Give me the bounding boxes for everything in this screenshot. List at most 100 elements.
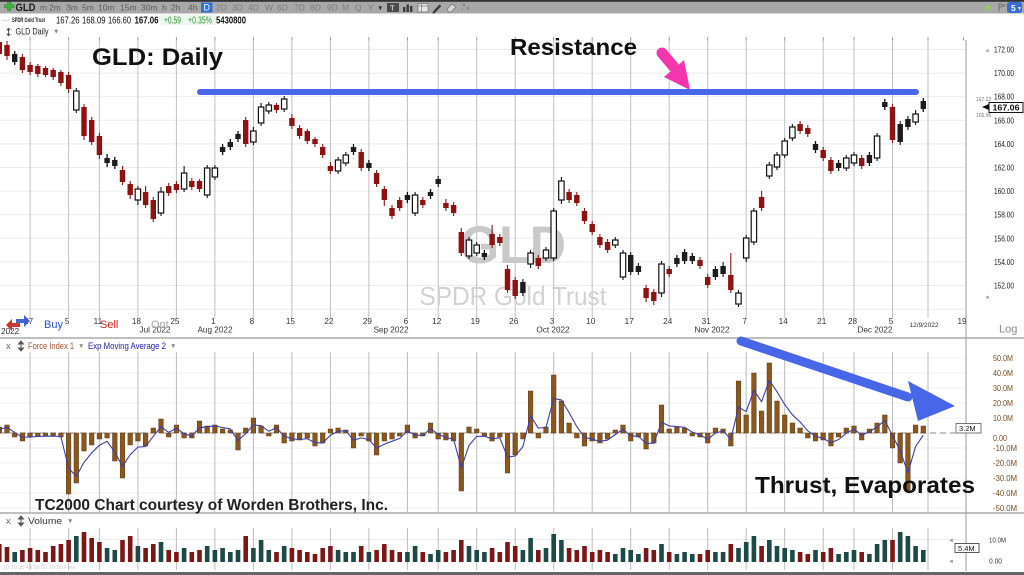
svg-text:...: ... <box>3 14 10 23</box>
svg-text:160.00: 160.00 <box>994 186 1014 196</box>
svg-text:▼: ▼ <box>78 343 84 350</box>
svg-text:154.00: 154.00 <box>994 257 1014 267</box>
svg-text:166.00: 166.00 <box>994 115 1014 125</box>
svg-text:29: 29 <box>363 317 373 326</box>
svg-text:10.0M: 10.0M <box>993 414 1013 423</box>
svg-text:★: ★ <box>983 3 993 15</box>
svg-text:+0.59: +0.59 <box>164 16 181 27</box>
svg-text:3m: 3m <box>66 3 78 13</box>
svg-text:TC2000 Chart courtesy of Worde: TC2000 Chart courtesy of Worden Brothers… <box>35 497 388 514</box>
svg-text:15m: 15m <box>120 3 137 13</box>
svg-text:20.0M: 20.0M <box>993 399 1013 408</box>
svg-text:Dec 2022: Dec 2022 <box>857 326 892 335</box>
svg-text:M: M <box>342 3 349 13</box>
svg-text:166.60: 166.60 <box>108 16 131 27</box>
svg-text:◄: ◄ <box>984 295 990 301</box>
svg-text:172.00: 172.00 <box>994 45 1014 55</box>
svg-text:D: D <box>203 3 210 13</box>
svg-text:◄: ◄ <box>984 49 990 55</box>
svg-text:24: 24 <box>663 317 673 326</box>
svg-text:31: 31 <box>702 317 712 326</box>
svg-text:Q: Q <box>355 3 362 13</box>
svg-text:GLD: Daily: GLD: Daily <box>92 44 224 71</box>
svg-text:50.0M: 50.0M <box>993 354 1013 363</box>
svg-text:12: 12 <box>432 317 442 326</box>
svg-text:14: 14 <box>779 317 789 326</box>
svg-text:3: 3 <box>550 317 555 326</box>
svg-text:167.26: 167.26 <box>56 16 80 27</box>
svg-text:Nov 2022: Nov 2022 <box>694 326 729 335</box>
svg-text:167.06: 167.06 <box>993 103 1020 113</box>
svg-text:2m: 2m <box>49 3 61 13</box>
svg-text:W: W <box>265 3 273 13</box>
svg-text:Exp Moving Average 2: Exp Moving Average 2 <box>88 341 166 351</box>
svg-text:167.22: 167.22 <box>976 97 992 103</box>
svg-text:Jul 2022: Jul 2022 <box>140 326 171 335</box>
svg-text:21: 21 <box>817 317 827 326</box>
svg-text:164.00: 164.00 <box>994 139 1014 149</box>
svg-text:22: 22 <box>324 317 334 326</box>
svg-text:40.0M: 40.0M <box>993 369 1013 378</box>
svg-text:2h: 2h <box>171 3 181 13</box>
svg-text:168.09: 168.09 <box>82 16 106 27</box>
svg-text:8: 8 <box>250 317 255 326</box>
svg-text:GLD: GLD <box>16 2 36 14</box>
svg-text:26: 26 <box>509 317 519 326</box>
svg-text:Thrust, Evaporates: Thrust, Evaporates <box>755 472 975 498</box>
svg-text:30m: 30m <box>141 3 158 13</box>
svg-text:3.2M: 3.2M <box>959 424 976 433</box>
svg-text:3D: 3D <box>232 3 243 13</box>
svg-text:17: 17 <box>625 317 635 326</box>
svg-text:8D: 8D <box>310 3 321 13</box>
svg-text:Buy: Buy <box>44 319 63 331</box>
svg-text:5: 5 <box>65 317 70 326</box>
svg-text:5430800: 5430800 <box>216 16 246 27</box>
svg-text:4D: 4D <box>248 3 259 13</box>
svg-text:Sep 2022: Sep 2022 <box>373 326 409 335</box>
svg-text:25: 25 <box>170 317 180 326</box>
svg-text:10.0M: 10.0M <box>989 538 1006 545</box>
svg-text:Aug 2022: Aug 2022 <box>197 326 233 335</box>
svg-text:2D: 2D <box>216 3 227 13</box>
svg-text:167.06: 167.06 <box>135 16 159 27</box>
svg-text:5m: 5m <box>82 3 94 13</box>
svg-text:x: x <box>6 341 11 352</box>
svg-text:18: 18 <box>132 317 142 326</box>
svg-text:GLD Daily: GLD Daily <box>16 27 49 37</box>
svg-text:▼: ▼ <box>170 343 176 350</box>
svg-text:10m: 10m <box>98 3 115 13</box>
svg-text:158.00: 158.00 <box>994 210 1014 220</box>
svg-text:156.00: 156.00 <box>994 233 1014 243</box>
svg-text:7D: 7D <box>294 3 305 13</box>
svg-text:10 20 30 40 50 60 70 80: 10 20 30 40 50 60 70 80 Free <box>3 565 75 571</box>
svg-text:152.00: 152.00 <box>994 281 1014 291</box>
svg-text:10: 10 <box>586 317 596 326</box>
svg-text:Opt: Opt <box>151 319 169 331</box>
svg-text:1: 1 <box>211 317 216 326</box>
svg-text:▼: ▼ <box>377 5 383 12</box>
svg-text:0.00: 0.00 <box>989 559 1002 566</box>
svg-text:h: h <box>162 3 167 13</box>
svg-text:4h: 4h <box>188 3 198 13</box>
svg-text:T: T <box>390 3 395 12</box>
svg-text:15: 15 <box>286 317 296 326</box>
svg-text:5: 5 <box>1011 3 1016 13</box>
svg-text:-30.0M: -30.0M <box>993 474 1017 483</box>
svg-text:2022: 2022 <box>1 327 20 336</box>
svg-text:Oct 2022: Oct 2022 <box>536 326 570 335</box>
svg-text:◄: ◄ <box>948 538 954 544</box>
svg-text:19: 19 <box>471 317 481 326</box>
svg-text:SPDR Gold Trust: SPDR Gold Trust <box>12 17 45 24</box>
svg-text:0.00: 0.00 <box>993 434 1007 443</box>
svg-text:▼: ▼ <box>53 29 59 36</box>
svg-text:28: 28 <box>848 317 858 326</box>
svg-text:166.96: 166.96 <box>976 113 992 119</box>
svg-text:Y: Y <box>368 3 374 13</box>
svg-text:168.00: 168.00 <box>994 92 1014 102</box>
svg-text:Force Index 1: Force Index 1 <box>28 341 74 351</box>
svg-text:-20.0M: -20.0M <box>993 459 1017 468</box>
svg-text:7: 7 <box>742 317 747 326</box>
svg-text:5: 5 <box>889 317 894 326</box>
svg-text:-40.0M: -40.0M <box>993 489 1017 498</box>
svg-text:9D: 9D <box>327 3 338 13</box>
